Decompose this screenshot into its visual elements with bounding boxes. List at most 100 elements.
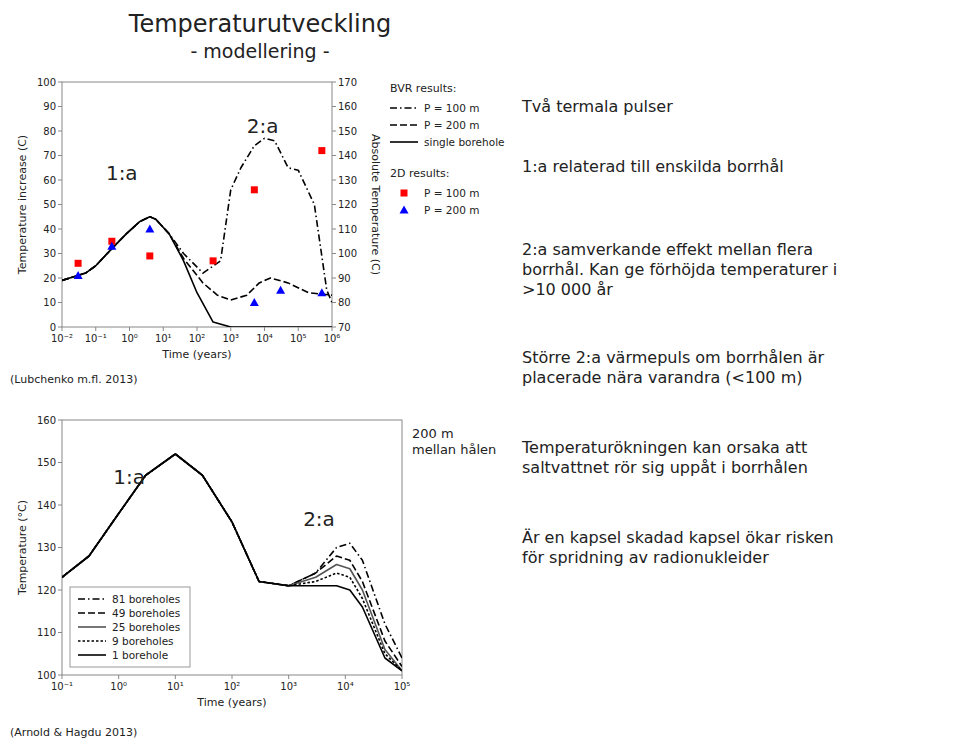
subtitle: - modellering - bbox=[190, 40, 329, 62]
y-axis-label: Temperature increase (C) bbox=[16, 135, 29, 275]
y-tick bbox=[58, 327, 62, 328]
legend-line bbox=[78, 612, 106, 614]
note: Temperaturökningen kan orsaka attsaltvat… bbox=[521, 438, 808, 477]
legend-label: single borehole bbox=[424, 136, 505, 148]
text-line: 200 m bbox=[412, 426, 454, 441]
x-tick bbox=[402, 675, 403, 679]
y-tick bbox=[58, 180, 62, 181]
x-tick-label: 10² bbox=[189, 333, 206, 344]
y-tick bbox=[58, 420, 62, 421]
y2-tick bbox=[332, 106, 336, 107]
y2-tick bbox=[332, 278, 336, 279]
y2-tick bbox=[332, 82, 336, 83]
x-tick bbox=[288, 675, 289, 679]
x-tick-label: 10⁴ bbox=[337, 681, 354, 692]
line-series bbox=[62, 138, 332, 302]
scatter-point bbox=[250, 298, 259, 306]
legend-line bbox=[390, 107, 418, 109]
note: Större 2:a värmepuls om borrhålen ärplac… bbox=[522, 348, 825, 387]
y-tick-label: 100 bbox=[37, 670, 56, 681]
x-tick bbox=[175, 675, 176, 679]
y-tick bbox=[58, 204, 62, 205]
note: Är en kapsel skadad kapsel ökar riskenfö… bbox=[522, 528, 834, 567]
note: Två termala pulser bbox=[521, 97, 673, 116]
x-tick bbox=[197, 327, 198, 331]
text-line: Större 2:a värmepuls om borrhålen är bbox=[522, 348, 825, 367]
y2-tick-label: 160 bbox=[338, 101, 357, 112]
x-tick-label: 10⁻¹ bbox=[85, 333, 107, 344]
text-line: Temperaturökningen kan orsaka att bbox=[521, 438, 807, 457]
x-tick-label: 10¹ bbox=[155, 333, 172, 344]
y-tick-label: 70 bbox=[43, 150, 56, 161]
x-tick-label: 10⁰ bbox=[121, 333, 138, 344]
legend-marker bbox=[400, 206, 409, 214]
legend-group-title: 2D results: bbox=[390, 167, 450, 180]
y2-tick-label: 110 bbox=[338, 224, 357, 235]
y2-tick-label: 120 bbox=[338, 199, 357, 210]
x-tick bbox=[264, 327, 265, 331]
x-tick bbox=[62, 675, 63, 679]
legend-label: P = 200 m bbox=[424, 204, 479, 216]
legend-line bbox=[78, 626, 106, 628]
x-tick bbox=[298, 327, 299, 331]
y-tick bbox=[58, 106, 62, 107]
x-tick-label: 10³ bbox=[222, 333, 239, 344]
chart: 10⁻¹10⁰10¹10²10³10⁴10⁵100110120130140150… bbox=[10, 415, 496, 740]
y2-tick bbox=[332, 302, 336, 303]
scatter-point bbox=[251, 186, 258, 193]
legend-label: 1 borehole bbox=[112, 649, 168, 661]
legend-line bbox=[78, 640, 106, 642]
y-tick bbox=[58, 155, 62, 156]
source: (Arnold & Hagdu 2013) bbox=[10, 726, 137, 739]
scatter-point bbox=[317, 288, 326, 296]
y-tick-label: 40 bbox=[43, 224, 56, 235]
text-line: saltvattnet rör sig uppåt i borrhålen bbox=[522, 458, 808, 477]
text-line: Är en kapsel skadad kapsel ökar risken bbox=[522, 528, 834, 547]
legend-label: 25 boreholes bbox=[112, 621, 180, 633]
x-tick-label: 10⁴ bbox=[256, 333, 273, 344]
legend-label: 9 boreholes bbox=[112, 635, 174, 647]
y-tick bbox=[58, 131, 62, 132]
y-tick-label: 90 bbox=[43, 101, 56, 112]
legend-box bbox=[70, 587, 190, 667]
y-tick bbox=[58, 462, 62, 463]
scatter-point bbox=[75, 260, 82, 267]
text-line: för spridning av radionukleider bbox=[522, 548, 769, 567]
y-tick bbox=[58, 590, 62, 591]
y-tick bbox=[58, 229, 62, 230]
annotation: 2:a bbox=[247, 114, 279, 138]
y-tick bbox=[58, 278, 62, 279]
scatter-point bbox=[210, 257, 217, 264]
x-tick-label: 10⁵ bbox=[394, 681, 411, 692]
figure: Temperaturutveckling- modellering -Två t… bbox=[0, 0, 960, 749]
scatter-point bbox=[107, 242, 116, 250]
x-tick-label: 10⁵ bbox=[290, 333, 307, 344]
x-tick bbox=[95, 327, 96, 331]
y2-tick-label: 90 bbox=[338, 273, 351, 284]
y-tick-label: 110 bbox=[37, 627, 56, 638]
legend-line bbox=[390, 124, 418, 126]
note: 1:a relaterad till enskilda borrhål bbox=[522, 157, 784, 176]
plot-frame bbox=[62, 82, 332, 327]
plot-frame bbox=[62, 420, 402, 675]
y2-tick bbox=[332, 229, 336, 230]
y-tick bbox=[58, 82, 62, 83]
legend: 81 boreholes49 boreholes25 boreholes9 bo… bbox=[70, 587, 190, 667]
y2-axis-label: Absolute Temperature (C) bbox=[369, 134, 382, 275]
scatter-point bbox=[146, 252, 153, 259]
legend-line bbox=[390, 141, 418, 143]
x-tick bbox=[232, 675, 233, 679]
y2-tick-label: 80 bbox=[338, 297, 351, 308]
data-layer bbox=[62, 454, 402, 671]
scatter-point bbox=[74, 271, 83, 279]
x-axis-label: Time (years) bbox=[196, 696, 266, 709]
x-tick bbox=[345, 675, 346, 679]
y2-tick-label: 130 bbox=[338, 175, 357, 186]
line-series bbox=[62, 454, 402, 658]
y-tick-label: 130 bbox=[37, 542, 56, 553]
x-tick bbox=[118, 675, 119, 679]
line-series bbox=[62, 454, 402, 671]
text-line: borrhål. Kan ge förhöjda temperaturer i bbox=[522, 260, 837, 279]
y-tick bbox=[58, 632, 62, 633]
note: 2:a samverkande effekt mellan fleraborrh… bbox=[522, 240, 837, 299]
